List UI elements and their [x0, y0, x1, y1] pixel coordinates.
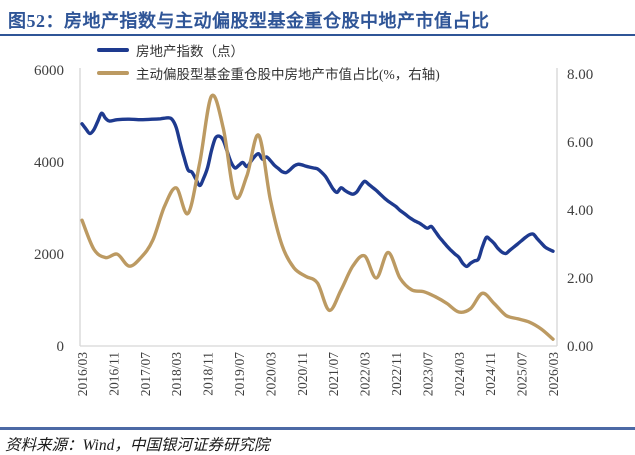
chart-legend: 房地产指数（点） 主动偏股型基金重仓股中房地产市值占比(%，右轴) — [97, 42, 440, 82]
fund-holding-ratio-line — [80, 93, 555, 341]
x-axis-tick-label: 2023/07 — [420, 352, 435, 397]
figure-title: 图52：房地产指数与主动偏股型基金重仓股中地产市值占比 — [8, 11, 490, 31]
x-axis-tick-label: 2018/03 — [169, 352, 184, 397]
x-axis-tick-label: 2020/03 — [263, 352, 278, 397]
y-axis-left-tick-label: 6000 — [34, 63, 64, 79]
real-estate-index-line — [80, 111, 555, 269]
y-axis-right-tick-label: 0.00 — [567, 339, 593, 355]
x-axis-tick-label: 2019/07 — [232, 352, 247, 397]
legend-item-index: 房地产指数（点） — [97, 42, 440, 59]
x-axis-tick-label: 2016/03 — [75, 352, 90, 397]
title-divider — [0, 34, 635, 36]
y-axis-right-tick-label: 2.00 — [567, 271, 593, 287]
footer-divider — [0, 427, 635, 430]
x-axis-tick-label: 2022/11 — [389, 352, 404, 396]
x-axis-tick-label: 2020/11 — [295, 352, 310, 396]
x-axis-tick-label: 2026/03 — [546, 352, 561, 397]
legend-line-swatch — [97, 70, 129, 76]
x-axis-tick-label: 2016/11 — [106, 352, 121, 396]
x-axis-tick-label: 2018/11 — [201, 352, 216, 396]
y-axis-left-tick-label: 2000 — [34, 247, 64, 263]
source-note: 资料来源：Wind，中国银河证券研究院 — [5, 437, 270, 454]
legend-label: 房地产指数（点） — [136, 44, 244, 59]
y-axis-right-tick-label: 8.00 — [567, 67, 593, 83]
y-axis-right-tick-label: 4.00 — [567, 203, 593, 219]
x-axis-tick-label: 2022/03 — [358, 352, 373, 397]
x-axis-tick-label: 2024/11 — [483, 352, 498, 396]
legend-line-swatch — [97, 47, 129, 53]
y-axis-right-tick-label: 6.00 — [567, 135, 593, 151]
x-axis-tick-label: 2017/07 — [138, 352, 153, 397]
y-axis-left-tick-label: 0 — [57, 339, 65, 355]
x-axis-tick-label: 2025/07 — [515, 352, 530, 397]
y-axis-left-tick-label: 4000 — [34, 155, 64, 171]
x-axis-tick-label: 2024/03 — [452, 352, 467, 397]
legend-item-ratio: 主动偏股型基金重仓股中房地产市值占比(%，右轴) — [97, 65, 440, 82]
legend-label: 主动偏股型基金重仓股中房地产市值占比(%，右轴) — [136, 67, 440, 82]
x-axis-tick-label: 2021/07 — [326, 352, 341, 397]
